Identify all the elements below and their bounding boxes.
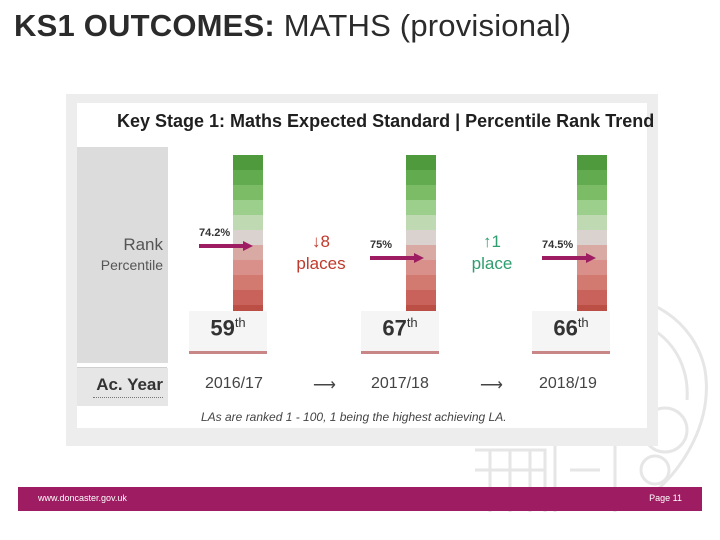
percentile-scale-bar — [577, 155, 607, 335]
scale-segment — [406, 230, 436, 245]
rank-number: 59 — [210, 315, 235, 341]
scale-segment — [406, 185, 436, 200]
value-label: 74.2% — [199, 227, 231, 239]
scale-segment — [233, 170, 263, 185]
year-row-header — [77, 368, 168, 406]
year-label: 2017/18 — [371, 375, 429, 392]
scale-segment — [406, 275, 436, 290]
arrow-right-icon: ⟶ — [480, 377, 503, 394]
rank-box: 66th — [532, 311, 610, 354]
rank-change-up: ↑1 place — [457, 231, 527, 275]
scale-segment — [577, 290, 607, 305]
year-label: 2016/17 — [205, 375, 263, 392]
rank-suffix: th — [234, 315, 246, 330]
scale-segment — [406, 200, 436, 215]
chart-title: Key Stage 1: Maths Expected Standard | P… — [117, 111, 655, 131]
scale-segment — [577, 185, 607, 200]
footer-url: www.doncaster.gov.uk — [38, 493, 127, 503]
percentile-scale-bar — [406, 155, 436, 335]
rank-box: 59th — [189, 311, 267, 354]
scale-segment — [233, 200, 263, 215]
scale-segment — [406, 290, 436, 305]
change-unit: places — [296, 254, 346, 273]
chart-card: Key Stage 1: Maths Expected Standard | P… — [77, 103, 654, 428]
scale-segment — [577, 200, 607, 215]
arrow-right-icon: ⟶ — [313, 377, 336, 394]
scale-segment — [577, 260, 607, 275]
scale-segment — [406, 215, 436, 230]
chart-note: LAs are ranked 1 - 100, 1 being the high… — [201, 410, 507, 424]
footer-bar: www.doncaster.gov.uk Page 11 — [18, 487, 702, 511]
slide-title-rest: MATHS (provisional) — [274, 8, 572, 43]
page-number: Page 11 — [649, 493, 682, 503]
rank-row-header — [77, 147, 168, 363]
rank-value: 66th — [532, 315, 610, 341]
value-label: 75% — [370, 239, 393, 251]
slide-title: KS1 OUTCOMES: MATHS (provisional) — [14, 8, 571, 44]
change-arrow-icon: ↑ — [483, 232, 492, 251]
year-row-underline — [93, 397, 163, 398]
scale-segment — [233, 260, 263, 275]
scale-segment — [577, 275, 607, 290]
scale-segment — [406, 170, 436, 185]
value-arrow — [370, 253, 424, 263]
rank-number: 66 — [553, 315, 578, 341]
rank-suffix: th — [406, 315, 418, 330]
change-amount: 8 — [320, 232, 330, 251]
value-arrow — [542, 253, 596, 263]
year-row-label: Ac. Year — [96, 375, 163, 394]
value-label: 74.5% — [542, 239, 574, 251]
scale-segment — [233, 230, 263, 245]
scale-segment — [406, 155, 436, 170]
scale-segment — [233, 155, 263, 170]
year-label: 2018/19 — [539, 375, 597, 392]
scale-segment — [233, 290, 263, 305]
scale-segment — [577, 155, 607, 170]
scale-segment — [577, 170, 607, 185]
rank-number: 67 — [382, 315, 407, 341]
scale-segment — [233, 185, 263, 200]
change-arrow-icon: ↓ — [312, 232, 321, 251]
side-label-rank: Rank — [123, 235, 163, 254]
scale-segment — [233, 275, 263, 290]
rank-value: 67th — [361, 315, 439, 341]
slide-title-bold: KS1 OUTCOMES: — [14, 8, 275, 43]
rank-box: 67th — [361, 311, 439, 354]
row-divider — [77, 367, 167, 368]
scale-segment — [233, 215, 263, 230]
scale-segment — [406, 260, 436, 275]
rank-value: 59th — [189, 315, 267, 341]
value-arrow — [199, 241, 253, 251]
scale-segment — [577, 215, 607, 230]
change-unit: place — [471, 254, 513, 273]
side-label-percentile: Percentile — [100, 257, 163, 273]
change-amount: 1 — [491, 232, 501, 251]
scale-segment — [233, 245, 263, 260]
percentile-scale-bar — [233, 155, 263, 335]
rank-suffix: th — [577, 315, 589, 330]
scale-segment — [577, 230, 607, 245]
rank-change-down: ↓8 places — [286, 231, 356, 275]
